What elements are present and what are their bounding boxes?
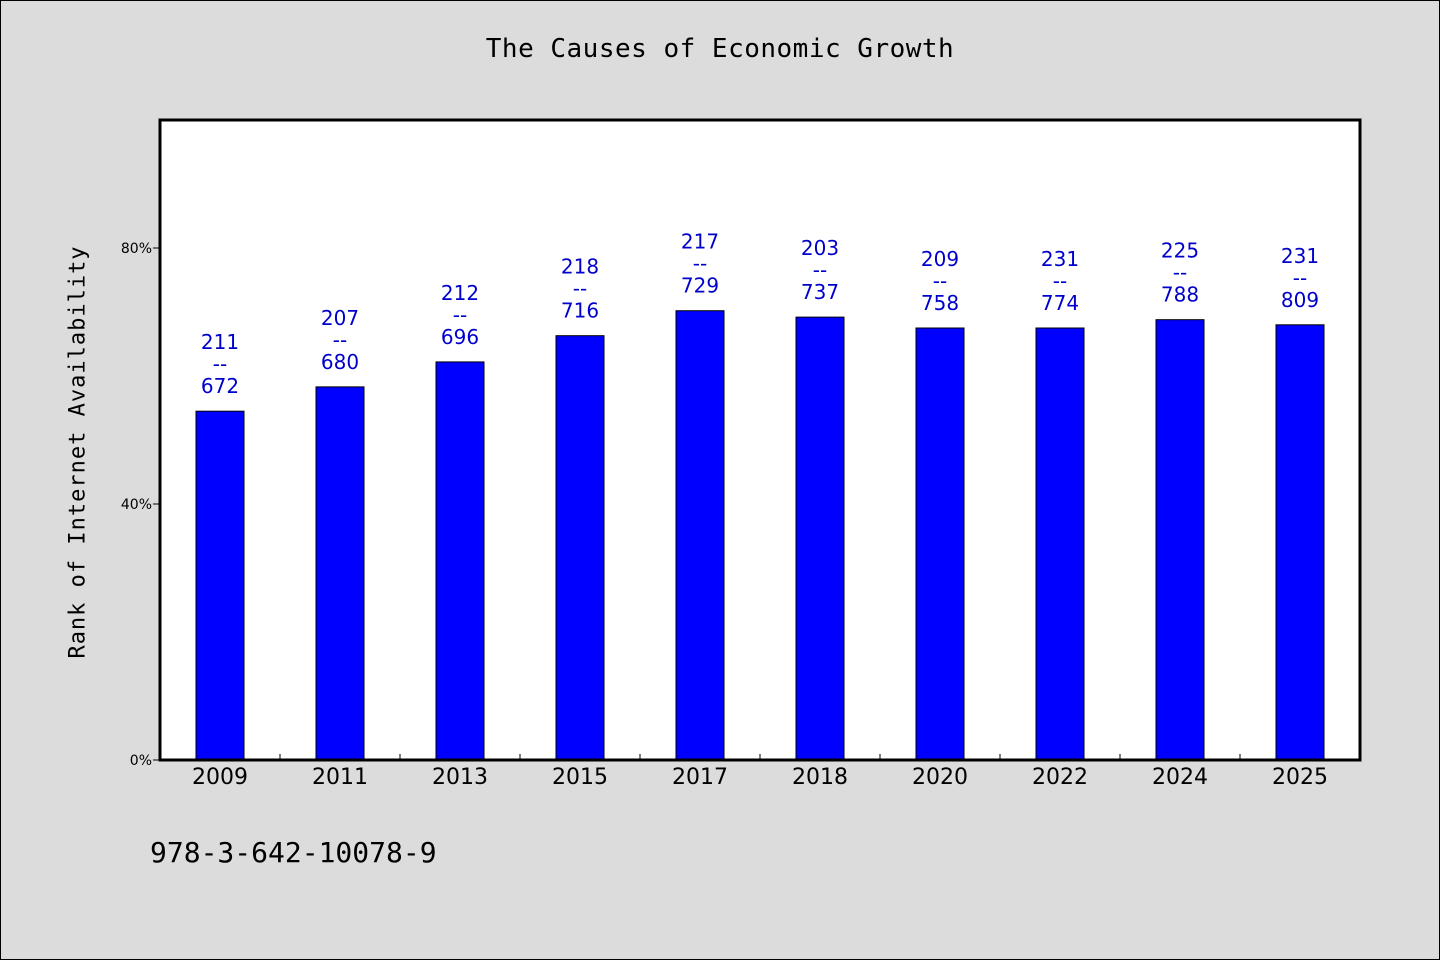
bar [1275,324,1325,761]
chart-title: The Causes of Economic Growth [485,34,955,64]
bar-label-bottom: 672 [201,374,239,398]
bar-label-top: 231 [1041,247,1079,271]
bar [435,361,485,761]
bar [675,310,725,761]
x-tick-label: 2015 [552,765,608,790]
bar-label-separator: -- [573,277,587,301]
bar-label-bottom: 774 [1041,291,1079,315]
x-tick-label: 2009 [192,765,248,790]
bar [1155,319,1205,761]
bar [315,386,365,761]
y-tick-label: 80% [121,241,152,257]
bar [795,316,845,761]
bar-label-separator: -- [933,269,947,293]
bar-label-separator: -- [453,303,467,327]
x-tick-label: 2013 [432,765,488,790]
bar [195,410,245,761]
bar-label-separator: -- [693,252,707,276]
bar-label-separator: -- [813,258,827,282]
plot-border [158,118,1362,762]
x-tick-label: 2020 [912,765,968,790]
bar-label-top: 203 [801,236,839,260]
bar-label-separator: -- [1173,261,1187,285]
x-tick-label: 2017 [672,765,728,790]
y-tick-label: 0% [130,753,152,769]
x-tick-label: 2018 [792,765,848,790]
bar-label-bottom: 696 [441,325,479,349]
bar-label-bottom: 716 [561,299,599,323]
bar [915,327,965,761]
bar-label-top: 231 [1281,244,1319,268]
bar [555,335,605,761]
x-tick-label: 2022 [1032,765,1088,790]
bar-label-separator: -- [333,328,347,352]
bar-label-top: 218 [561,255,599,279]
bar-label-bottom: 729 [681,274,719,298]
bar-label-bottom: 758 [921,291,959,315]
bar-label-bottom: 788 [1161,283,1199,307]
bar-label-bottom: 809 [1281,288,1319,312]
bar-label-top: 217 [681,230,719,254]
bar-label-separator: -- [1293,266,1307,290]
x-tick-label: 2024 [1152,765,1208,790]
bar-label-top: 211 [201,330,239,354]
bar-label-separator: -- [213,352,227,376]
bar-label-top: 209 [921,247,959,271]
bar-label-separator: -- [1053,269,1067,293]
isbn-text: 978-3-642-10078-9 [150,836,437,869]
bar [1035,327,1085,761]
bar-label-bottom: 737 [801,280,839,304]
bar-label-top: 207 [321,306,359,330]
bar-label-top: 212 [441,281,479,305]
x-tick-label: 2011 [312,765,368,790]
y-tick-label: 40% [121,497,152,513]
bar-label-bottom: 680 [321,350,359,374]
x-tick-label: 2025 [1272,765,1328,790]
bar-label-top: 225 [1161,239,1199,263]
